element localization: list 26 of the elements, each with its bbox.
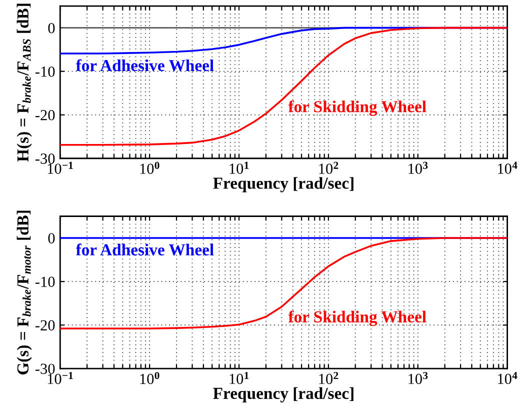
y-tick-label: -10 <box>35 66 55 77</box>
x-tick-label: 10$^{3}$ <box>408 372 428 384</box>
series-label: for Adhesive Wheel <box>76 59 214 72</box>
y-tick-label: -20 <box>35 320 55 330</box>
series-label: for Adhesive Wheel <box>76 244 214 256</box>
y-tick-label: -30 <box>35 364 55 374</box>
y-tick-label: -10 <box>35 276 55 287</box>
x-tick-label: 10$^{2}$ <box>319 372 338 384</box>
x-tick-label: 10$^{1}$ <box>230 162 249 174</box>
x-tick-label: 10$^{0}$ <box>140 162 160 174</box>
x-tick-label: 10$^{4}$ <box>498 372 518 384</box>
y-tick-label: 0 <box>48 22 55 34</box>
x-tick-label: 10$^{3}$ <box>408 162 428 174</box>
y-tick-label: 0 <box>48 233 55 244</box>
x-axis-title: Frequency [rad/sec] <box>213 177 354 192</box>
series-label: for Skidding Wheel <box>288 100 426 116</box>
x-tick-label: 10$^{4}$ <box>498 162 518 174</box>
x-tick-label: 10$^{0}$ <box>140 372 160 384</box>
y-axis-title: G(s) = F$_{brake}$/F$_{motor}$ [dB] <box>16 210 32 374</box>
y-axis-title: H(s) = F$_{brake}$/F$_{ABS}$ [dB] <box>16 4 32 162</box>
series-label: for Skidding Wheel <box>288 310 426 326</box>
x-tick-label: 10$^{2}$ <box>319 162 338 174</box>
x-axis-title: Frequency [rad/sec] <box>213 387 354 402</box>
y-tick-label: -30 <box>35 154 55 164</box>
x-tick-label: 10$^{1}$ <box>230 372 249 384</box>
y-tick-label: -20 <box>35 110 55 120</box>
